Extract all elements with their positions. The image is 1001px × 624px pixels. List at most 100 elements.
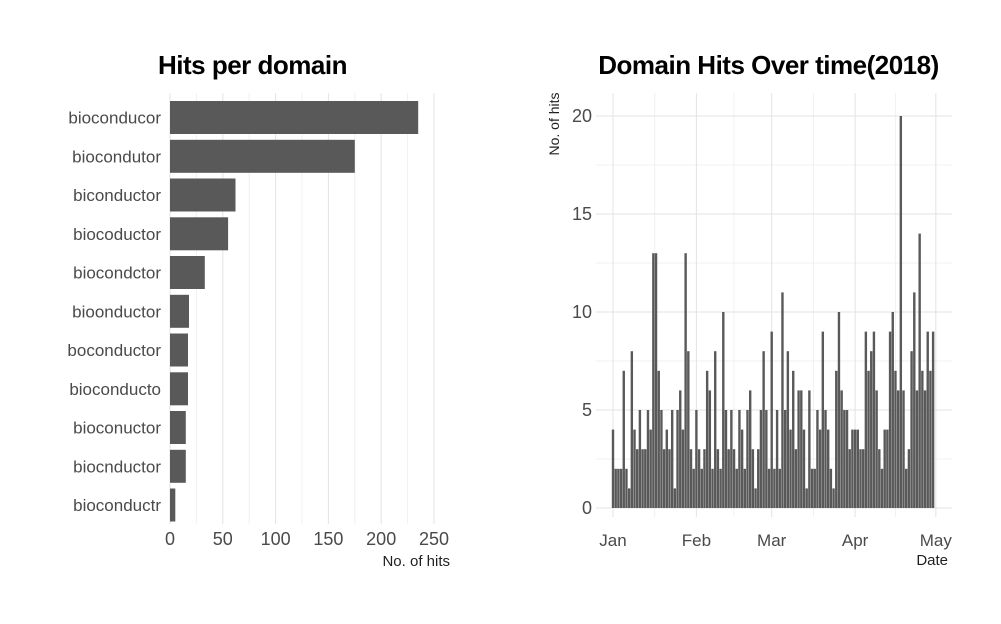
y-tick-label: 5 — [582, 400, 592, 420]
day-bar — [708, 390, 712, 508]
day-bar — [805, 488, 808, 508]
x-axis-tick-labels: 0 50 100 150 200 250 — [165, 529, 449, 549]
day-bar — [730, 410, 733, 508]
day-bar — [703, 449, 706, 508]
day-bar — [792, 370, 795, 508]
daily-hit-bars — [611, 116, 935, 508]
day-bar — [880, 468, 884, 508]
day-bar — [692, 468, 695, 508]
day-bar — [781, 292, 784, 508]
day-bar — [878, 449, 881, 508]
domain-hits-over-time-chart: 0 5 10 15 20 Jan Feb Mar Apr May Date No. of hits — [546, 92, 952, 569]
bar-biconductor — [170, 178, 236, 212]
x-tick-label: 100 — [261, 529, 291, 549]
category-label: bioconductr — [73, 496, 161, 515]
day-bar — [923, 390, 927, 508]
bar-boconductor — [170, 333, 188, 367]
category-label: boconductor — [67, 341, 161, 360]
day-bar — [875, 390, 878, 508]
day-bar — [681, 429, 685, 508]
x-axis-title: No. of hits — [382, 553, 450, 570]
day-bar — [611, 429, 615, 508]
day-bar — [829, 468, 833, 508]
day-bar — [657, 370, 660, 508]
y-axis-tick-labels: 0 5 10 15 20 — [572, 106, 592, 518]
day-bar — [676, 410, 679, 508]
day-bar — [840, 390, 843, 508]
day-bar — [864, 331, 868, 508]
day-bar — [617, 468, 620, 508]
x-tick-label: 50 — [213, 529, 233, 549]
day-bar — [915, 390, 919, 508]
day-bar — [918, 233, 921, 508]
day-bar — [754, 488, 757, 508]
category-label: biconductor — [73, 186, 161, 205]
day-bar — [907, 449, 911, 508]
day-bar — [738, 410, 741, 508]
day-bar — [827, 429, 830, 508]
category-label: biocoductor — [73, 225, 161, 244]
day-bar — [765, 410, 768, 508]
day-bar — [746, 410, 749, 508]
day-bar — [837, 312, 841, 508]
x-tick-label: 150 — [313, 529, 343, 549]
day-bar — [619, 468, 623, 508]
category-label: bioconducor — [68, 109, 161, 128]
day-bar — [926, 331, 929, 508]
day-bar — [853, 429, 857, 508]
category-label: bioconuctor — [73, 419, 161, 438]
day-bar — [810, 468, 814, 508]
day-bar — [899, 116, 903, 508]
bar-biocondutor — [170, 139, 355, 173]
day-bar — [695, 410, 698, 508]
day-bar — [689, 449, 693, 508]
day-bar — [649, 429, 652, 508]
day-bar — [913, 292, 916, 508]
day-bar — [665, 429, 668, 508]
day-bar — [870, 351, 873, 508]
month-label: Feb — [682, 531, 711, 550]
day-bar — [894, 370, 897, 508]
day-bar — [714, 351, 717, 508]
x-tick-label: 250 — [419, 529, 449, 549]
day-bar — [633, 429, 636, 508]
right-chart-title: Domain Hits Over time(2018) — [598, 50, 939, 80]
bar-bioconductr — [170, 488, 176, 522]
day-bar — [867, 370, 870, 508]
day-bar — [786, 351, 790, 508]
left-chart-title: Hits per domain — [158, 50, 347, 80]
bar-biocoductor — [170, 217, 229, 251]
day-bar — [684, 253, 687, 508]
day-bar — [832, 488, 835, 508]
day-bar — [891, 312, 894, 508]
day-bar — [679, 390, 682, 508]
x-axis-month-labels: Jan Feb Mar Apr May — [599, 531, 952, 550]
day-bar — [646, 410, 650, 508]
day-bar — [872, 331, 876, 508]
category-label: bioconducto — [69, 380, 161, 399]
day-bar — [845, 410, 849, 508]
day-bar — [727, 449, 730, 508]
day-bar — [630, 351, 634, 508]
day-bar — [751, 449, 755, 508]
day-bar — [794, 449, 798, 508]
x-axis-title: Date — [916, 552, 948, 569]
bar-bioconuctor — [170, 411, 186, 444]
day-bar — [716, 449, 720, 508]
day-bar — [848, 449, 851, 508]
bar-bioconducto — [170, 372, 188, 406]
day-bar — [740, 429, 744, 508]
day-bar — [856, 429, 859, 508]
bar-bioonductor — [170, 294, 189, 328]
day-bar — [783, 410, 787, 508]
day-bar — [735, 468, 738, 508]
day-bar — [748, 390, 752, 508]
bar-biocnductor — [170, 449, 186, 483]
day-bar — [886, 429, 889, 508]
day-bar — [808, 390, 811, 508]
category-label: bioonductor — [72, 302, 161, 321]
day-bar — [638, 410, 642, 508]
day-bar — [654, 253, 658, 508]
day-bar — [821, 331, 825, 508]
day-bar — [929, 370, 932, 508]
